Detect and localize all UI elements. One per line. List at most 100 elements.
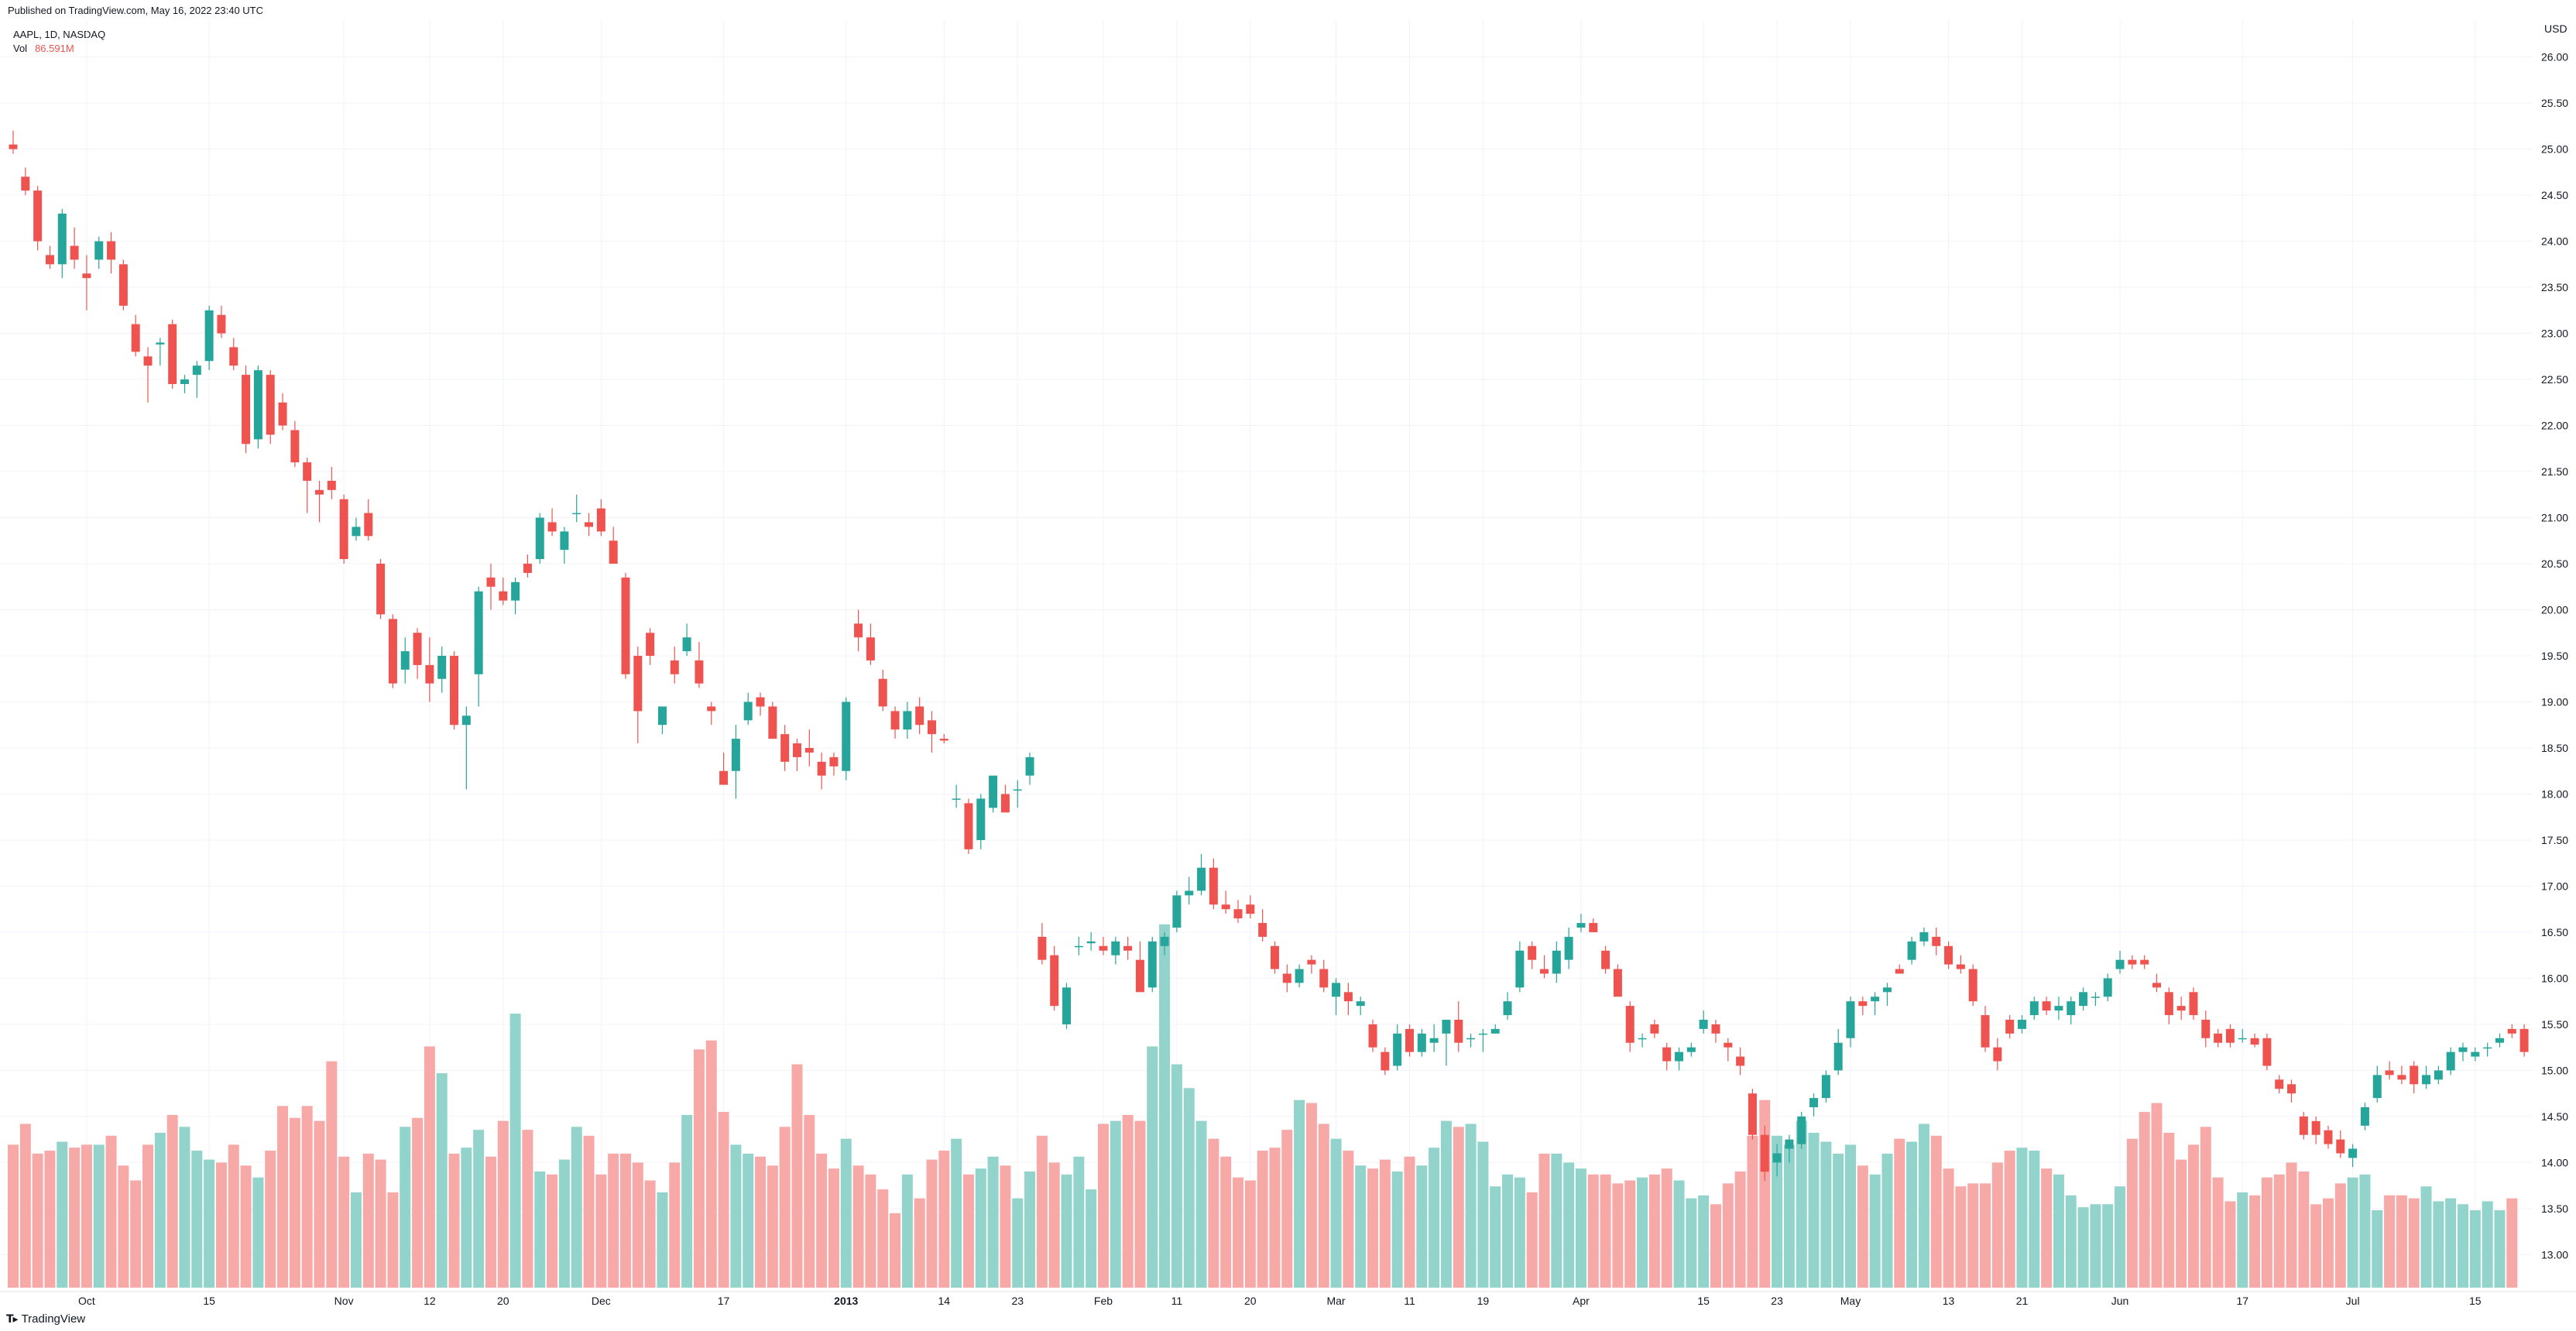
candle-body: [1711, 1024, 1720, 1034]
candle-body: [2225, 1028, 2235, 1043]
chart-legend: AAPL, 1D, NASDAQ Vol 86.591M: [13, 28, 105, 56]
volume-bar: [987, 1156, 999, 1288]
volume-bar: [2065, 1195, 2077, 1288]
candle-body: [425, 664, 434, 684]
candle-body: [376, 564, 386, 615]
candle-body: [2385, 1070, 2394, 1075]
candle-body: [2336, 1139, 2345, 1154]
price-tick-label: 13.00: [2541, 1248, 2568, 1261]
candle-body: [731, 739, 740, 771]
volume-bar: [1918, 1123, 1929, 1288]
volume-bar: [2016, 1147, 2028, 1288]
volume-bar: [2200, 1127, 2211, 1288]
candle-body: [2275, 1079, 2284, 1089]
candle-body: [1944, 945, 1953, 965]
candle-body: [682, 637, 691, 652]
volume-bar: [448, 1153, 460, 1288]
candle-body: [1552, 950, 1561, 974]
candle-body: [915, 706, 924, 726]
volume-legend: Vol 86.591M: [13, 42, 105, 56]
candle-body: [1858, 1001, 1868, 1007]
time-tick-label: 20: [1244, 1295, 1257, 1307]
time-tick-label: 15: [1697, 1295, 1710, 1307]
volume-bar: [779, 1127, 791, 1288]
candle-body: [1993, 1047, 2002, 1062]
volume-bar: [522, 1130, 533, 1288]
candle-body: [1895, 969, 1904, 974]
volume-bar: [2102, 1204, 2114, 1288]
candle-body: [1675, 1051, 1684, 1062]
candle-body: [817, 761, 826, 776]
volume-bar: [412, 1117, 424, 1288]
volume-bar: [387, 1192, 399, 1288]
volume-bar: [632, 1162, 643, 1288]
volume-bar: [1269, 1147, 1281, 1288]
volume-bar: [1857, 1165, 1868, 1288]
candle-body: [1074, 945, 1083, 948]
candle-body: [1307, 959, 1316, 965]
volume-bar: [890, 1213, 901, 1288]
volume-bar: [1220, 1156, 1232, 1288]
candle-body: [1871, 997, 1880, 1002]
candle-body: [1956, 964, 1965, 969]
candle-body: [156, 342, 165, 345]
volume-bar: [436, 1073, 448, 1288]
volume-bar: [1526, 1192, 1538, 1288]
volume-bar: [2053, 1174, 2064, 1288]
volume-bar: [277, 1106, 289, 1288]
volume-bar: [1820, 1141, 1832, 1288]
volume-bar: [2506, 1198, 2518, 1288]
price-tick-label: 19.50: [2541, 650, 2568, 662]
volume-bar: [1930, 1135, 1942, 1288]
volume-bar: [2396, 1195, 2407, 1288]
volume-bar: [191, 1151, 203, 1288]
candle-body: [2238, 1038, 2247, 1040]
volume-bar: [877, 1189, 889, 1288]
time-axis[interactable]: Oct 15 Nov 12 20 Dec 17 2013 14 23 Feb 11 20 Mar 11 19 A…: [78, 1295, 2482, 1307]
volume-bar: [362, 1153, 374, 1288]
candle-body: [707, 706, 716, 712]
candle-body: [1625, 1006, 1634, 1043]
volume-bar: [2359, 1174, 2371, 1288]
volume-bar: [962, 1174, 974, 1288]
volume-bar: [2469, 1210, 2481, 1288]
time-tick-label: 15: [2469, 1295, 2482, 1307]
volume-bar: [816, 1153, 828, 1288]
volume-bar: [1624, 1180, 1636, 1288]
candle-body: [1038, 936, 1047, 960]
price-axis[interactable]: 13.00 13.50 14.00 14.50 15.00 15.50 16.00 16.50…: [2541, 51, 2568, 1261]
volume-bar: [583, 1135, 595, 1288]
candle-body: [266, 375, 275, 435]
volume-bar: [2372, 1210, 2383, 1288]
price-tick-label: 18.50: [2541, 742, 2568, 754]
time-tick-label: Nov: [334, 1295, 354, 1307]
volume-bar: [1294, 1099, 1305, 1288]
candle-body: [952, 798, 961, 800]
volume-bar: [1881, 1153, 1893, 1288]
volume-bar: [2445, 1198, 2457, 1288]
candle-body: [437, 656, 447, 679]
volume-bar: [1955, 1186, 1967, 1288]
candle-body: [2054, 1006, 2063, 1011]
candle-body: [1393, 1033, 1402, 1066]
candle-body: [1197, 867, 1206, 891]
candle-body: [1417, 1033, 1426, 1052]
time-tick-label: May: [1840, 1295, 1861, 1307]
volume-value: 86.591M: [35, 43, 74, 54]
candle-body: [1332, 983, 1341, 997]
volume-bar: [1673, 1180, 1685, 1288]
candle-body: [1919, 931, 1929, 942]
price-tick-label: 14.50: [2541, 1110, 2568, 1123]
candle-body: [780, 734, 790, 762]
time-tick-label: 17: [718, 1295, 730, 1307]
volume-bar: [840, 1138, 852, 1288]
volume-bar: [1906, 1141, 1918, 1288]
candle-body: [2458, 1047, 2468, 1052]
candle-body: [1209, 867, 1218, 905]
volume-bar: [2077, 1207, 2089, 1288]
volume-bar: [2273, 1174, 2285, 1288]
candle-body: [596, 508, 605, 532]
candle-body: [1613, 969, 1622, 997]
candle-body: [1846, 1001, 1855, 1038]
